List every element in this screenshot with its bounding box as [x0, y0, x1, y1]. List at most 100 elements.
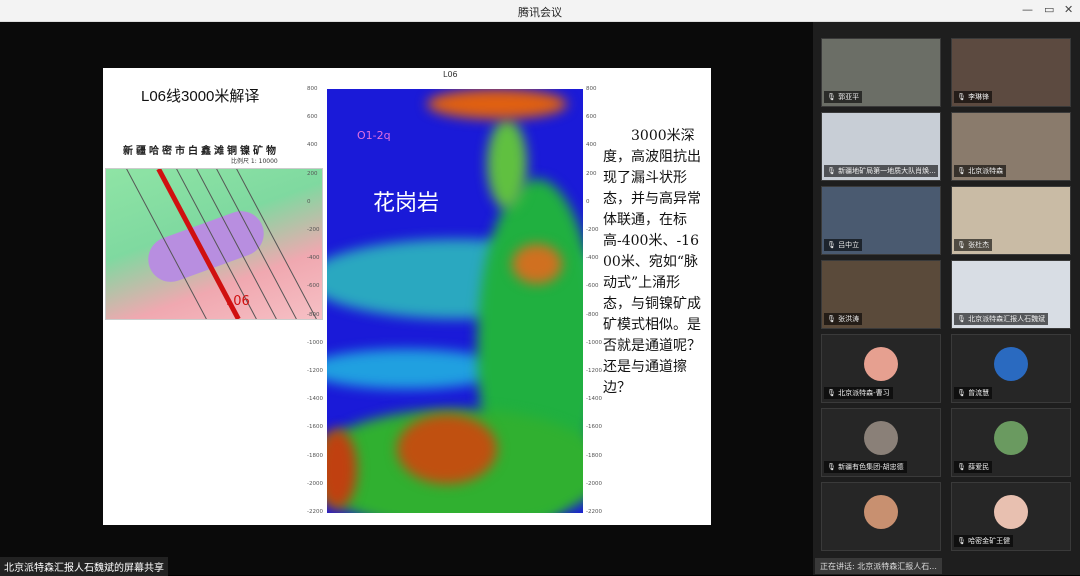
maximize-button[interactable]: ▭ [1044, 3, 1055, 16]
y-tick-label: -600 [586, 283, 599, 290]
participant-name-text: 郭亚平 [838, 93, 860, 101]
minimize-button[interactable]: — [1022, 3, 1033, 16]
map-line-label: L06 [226, 294, 250, 309]
slide: L06线3000米解译 新疆哈密市白鑫滩铜镍矿物 比例尺 1: 10000 L0… [103, 68, 711, 525]
participant-name-text: 吕中立 [838, 241, 860, 249]
speaking-indicator: 正在讲话: 北京派特森汇报人石... [815, 558, 942, 574]
y-tick-label: 400 [586, 142, 597, 149]
participant-tile[interactable] [821, 482, 941, 551]
y-tick-label: -800 [307, 311, 320, 318]
participant-name-text: 曾流慧 [968, 389, 990, 397]
y-tick-label: -1800 [307, 452, 323, 459]
y-tick-label: 0 [586, 198, 590, 205]
participant-name: 🎙 张洪涛 [824, 313, 863, 325]
y-tick-label: -2000 [307, 480, 323, 487]
y-tick-label: 800 [307, 86, 318, 92]
participant-name: 🎙 新疆地矿局第一地质大队肖焕... [824, 165, 938, 177]
microphone-icon: 🎙 [827, 93, 836, 101]
participant-tile[interactable]: 🎙 曾流慧 [951, 334, 1071, 403]
y-tick-label: -1400 [586, 396, 602, 403]
participant-name-text: 张杜杰 [968, 241, 990, 249]
avatar [994, 421, 1028, 455]
granite-label: 花岗岩 [373, 191, 440, 216]
participant-name: 🎙 北京派特森 [954, 165, 1007, 177]
avatar [864, 421, 898, 455]
participant-tile[interactable]: 🎙 张洪涛 [821, 260, 941, 329]
y-tick-label: -1200 [586, 368, 602, 374]
microphone-icon: 🎙 [957, 241, 966, 249]
y-tick-label: -1600 [307, 424, 323, 431]
geologic-map: L06 [105, 168, 323, 320]
participant-name-text: 李琳锋 [968, 93, 990, 101]
y-tick-label: -2200 [307, 509, 323, 515]
participant-name: 🎙 新疆有色集团-胡忠德 [824, 461, 907, 473]
participant-name: 🎙 张杜杰 [954, 239, 993, 251]
y-tick-label: -1800 [586, 452, 602, 459]
formation-label: O1-2q [357, 129, 391, 142]
y-tick-label: -800 [586, 311, 599, 318]
avatar [864, 347, 898, 381]
participant-name: 🎙 北京派特森汇报人石魏斌 [954, 313, 1049, 325]
y-tick-label: 600 [307, 114, 318, 121]
participant-name-text: 新疆地矿局第一地质大队肖焕... [838, 167, 936, 175]
y-tick-label: 0 [307, 198, 311, 205]
participant-tile[interactable]: 🎙 郭亚平 [821, 38, 941, 107]
y-tick-label: -600 [307, 283, 320, 290]
participant-name: 🎙 北京派特森-曹习 [824, 387, 893, 399]
participant-name: 🎙 薛爱民 [954, 461, 993, 473]
avatar [994, 347, 1028, 381]
plot-title: L06 [443, 70, 458, 79]
participant-name: 🎙 郭亚平 [824, 91, 863, 103]
participant-name-text: 薛爱民 [968, 463, 990, 471]
participant-tile[interactable]: 🎙 吕中立 [821, 186, 941, 255]
participant-tile[interactable]: 🎙 北京派特森汇报人石魏斌 [951, 260, 1071, 329]
microphone-icon: 🎙 [827, 463, 836, 471]
y-tick-label: 600 [586, 114, 597, 121]
microphone-icon: 🎙 [827, 315, 836, 323]
microphone-icon: 🎙 [827, 389, 836, 397]
participant-name-text: 北京派特森-曹习 [838, 389, 890, 397]
avatar [994, 495, 1028, 529]
participant-name-text: 哈密金矿王健 [968, 537, 1011, 545]
y-tick-label: 200 [307, 170, 318, 177]
screen-share-label: 北京派特森汇报人石魏斌的屏幕共享 [0, 557, 168, 576]
slide-title: L06线3000米解译 [141, 88, 260, 105]
map-title: 新疆哈密市白鑫滩铜镍矿物 [123, 146, 279, 157]
y-tick-label: 400 [307, 142, 318, 149]
title-bar: 腾讯会议 — ▭ ✕ [0, 0, 1080, 22]
close-button[interactable]: ✕ [1064, 3, 1074, 16]
y-tick-label: -200 [307, 227, 320, 233]
microphone-icon: 🎙 [957, 167, 966, 175]
microphone-icon: 🎙 [827, 167, 836, 175]
participant-name-text: 北京派特森 [968, 167, 1004, 175]
participant-name: 🎙 哈密金矿王健 [954, 535, 1014, 547]
participant-tile[interactable]: 🎙 北京派特森 [951, 112, 1071, 181]
y-tick-label: 200 [586, 170, 597, 177]
participant-name-text: 张洪涛 [838, 315, 860, 323]
microphone-icon: 🎙 [957, 93, 966, 101]
avatar [864, 495, 898, 529]
y-tick-label: 800 [586, 86, 597, 92]
y-tick-label: -1000 [307, 339, 323, 346]
participant-tile[interactable]: 🎙 新疆地矿局第一地质大队肖焕... [821, 112, 941, 181]
microphone-icon: 🎙 [957, 389, 966, 397]
y-tick-label: -2200 [586, 509, 602, 515]
participant-tile[interactable]: 🎙 北京派特森-曹习 [821, 334, 941, 403]
participant-tile[interactable]: 🎙 哈密金矿王健 [951, 482, 1071, 551]
window-title: 腾讯会议 [518, 6, 562, 19]
microphone-icon: 🎙 [957, 315, 966, 323]
impedance-section: 花岗岩 O1-2q [327, 89, 583, 513]
participant-name-text: 北京派特森汇报人石魏斌 [968, 315, 1046, 323]
participant-tile[interactable]: 🎙 新疆有色集团-胡忠德 [821, 408, 941, 477]
participant-tile[interactable]: 🎙 李琳锋 [951, 38, 1071, 107]
y-tick-label: -1600 [586, 424, 602, 431]
y-tick-label: -200 [586, 227, 599, 233]
participant-tile[interactable]: 🎙 薛爱民 [951, 408, 1071, 477]
participant-tile[interactable]: 🎙 张杜杰 [951, 186, 1071, 255]
participant-name: 🎙 曾流慧 [954, 387, 993, 399]
y-tick-label: -1400 [307, 396, 323, 403]
map-scale: 比例尺 1: 10000 [231, 158, 278, 165]
y-tick-label: -400 [307, 255, 320, 262]
slide-description: 3000米深度，高波阻抗出现了漏斗状形态，并与高异常体联通，在标高-400米、-… [603, 128, 701, 396]
participant-name-text: 新疆有色集团-胡忠德 [838, 463, 904, 471]
